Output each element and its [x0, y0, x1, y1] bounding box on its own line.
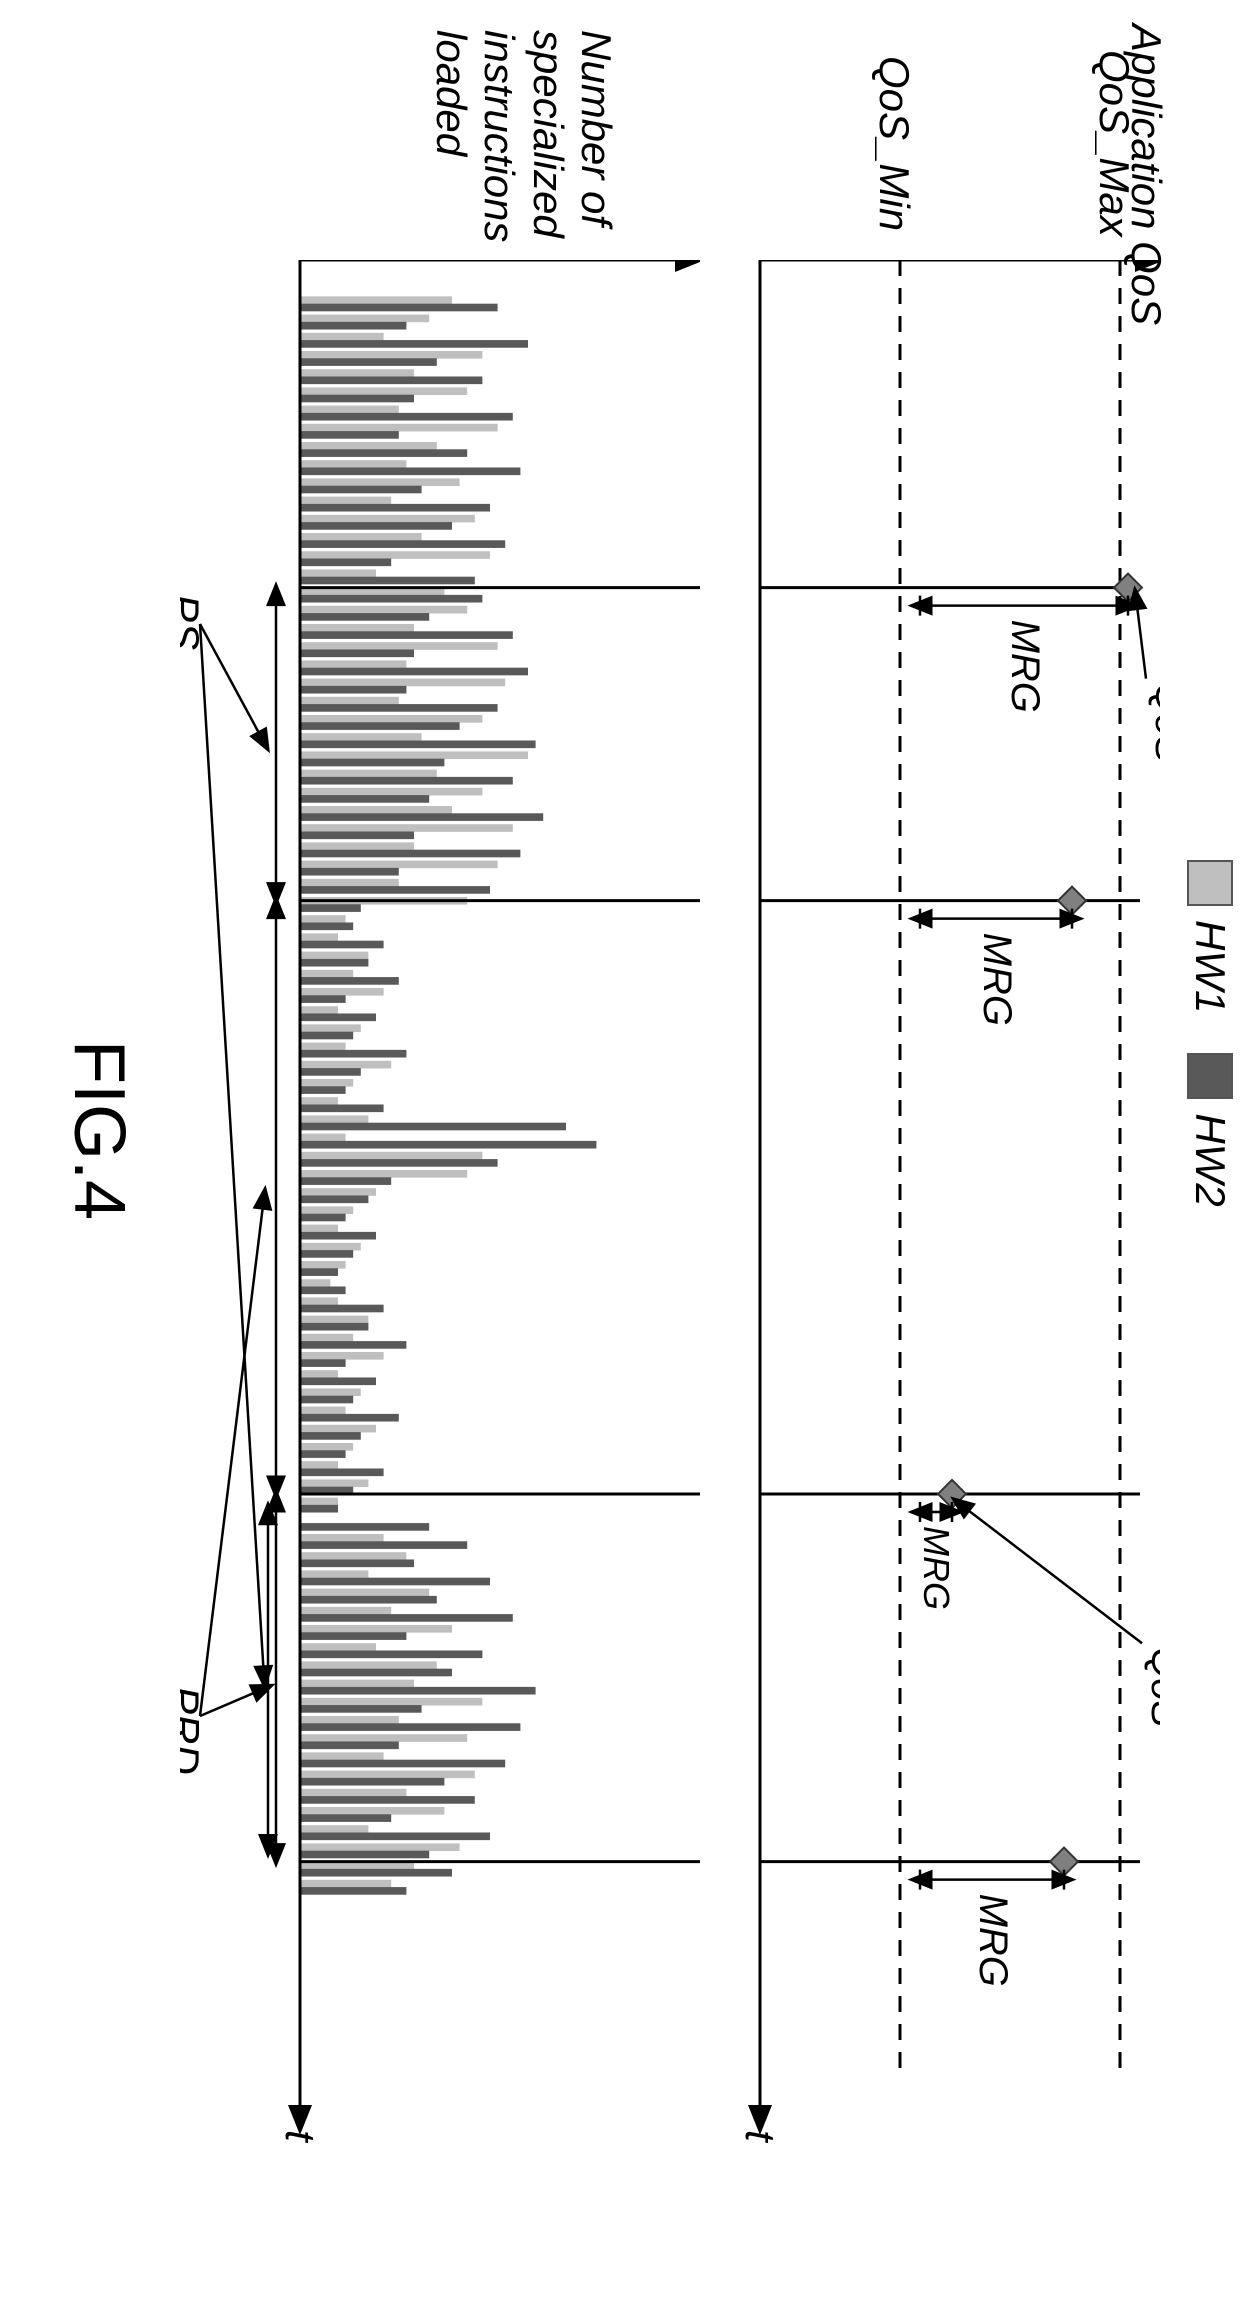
bot-ytitle-l4: loaded: [427, 30, 475, 242]
top-ymin: QoS_Min: [870, 56, 918, 231]
bot-ytitle-l2: specialized: [523, 30, 571, 242]
bot-ytitle-l1: Number of: [572, 30, 620, 242]
svg-text:PRD: PRD: [180, 1686, 208, 1775]
svg-text:PS: PS: [180, 594, 208, 650]
figure-caption: FIG.4: [58, 1040, 140, 1220]
bot-bars: [300, 296, 596, 1894]
top-chart: t MRG MRG MRG MRG QoS QoS: [730, 260, 1160, 2160]
swatch-hw1: [1187, 860, 1233, 906]
swatch-hw2: [1187, 1053, 1233, 1099]
top-mrg-brackets: MRG MRG MRG MRG: [916, 596, 1128, 1987]
legend-label-hw1: HW1: [1186, 920, 1234, 1013]
landscape-canvas: HW1 HW2 t: [0, 0, 1240, 2310]
top-qos-points: [938, 574, 1142, 1876]
page: HW1 HW2 t: [0, 0, 1240, 2310]
legend-label-hw2: HW2: [1186, 1113, 1234, 1206]
bot-period-leaders: PS PRD: [180, 594, 264, 1775]
svg-text:QoS: QoS: [1147, 683, 1160, 763]
top-ymax: QoS_Max: [1090, 50, 1138, 237]
svg-text:MRG: MRG: [975, 933, 1019, 1026]
bot-period-arrows: [268, 594, 276, 1856]
legend-item-hw1: HW1: [1186, 860, 1234, 1013]
svg-text:MRG: MRG: [971, 1894, 1015, 1987]
top-sync-lines: [760, 588, 1140, 1862]
bot-chart: t PS PRD: [180, 260, 700, 2160]
svg-text:MRG: MRG: [1003, 620, 1047, 713]
legend: HW1 HW2: [1186, 860, 1234, 1207]
legend-item-hw2: HW2: [1186, 1053, 1234, 1206]
bot-xlabel: t: [277, 2130, 324, 2144]
bot-ytitle-l3: instructions: [475, 30, 523, 242]
svg-text:QoS: QoS: [1143, 1647, 1160, 1727]
top-xlabel: t: [737, 2130, 784, 2144]
svg-text:MRG: MRG: [916, 1526, 957, 1610]
top-qos-leaders: QoS QoS: [960, 598, 1160, 1728]
